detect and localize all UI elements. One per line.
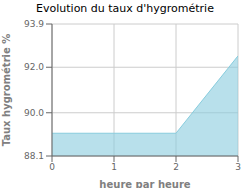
svg-text:90.0: 90.0	[24, 108, 44, 118]
svg-text:Taux hygrométrie %: Taux hygrométrie %	[1, 34, 12, 147]
svg-text:92.0: 92.0	[24, 62, 44, 72]
html-text:Evolution du taux d'hygrométri: Evolution du taux d'hygrométrie	[36, 2, 214, 15]
svg-text:heure par heure: heure par heure	[99, 179, 190, 188]
svg-text:0: 0	[49, 162, 55, 172]
svg-text:3: 3	[235, 162, 241, 172]
svg-text:93.9: 93.9	[24, 19, 44, 29]
svg-text:88.1: 88.1	[24, 151, 44, 161]
svg-text:1: 1	[111, 162, 117, 172]
svg-text:2: 2	[173, 162, 179, 172]
